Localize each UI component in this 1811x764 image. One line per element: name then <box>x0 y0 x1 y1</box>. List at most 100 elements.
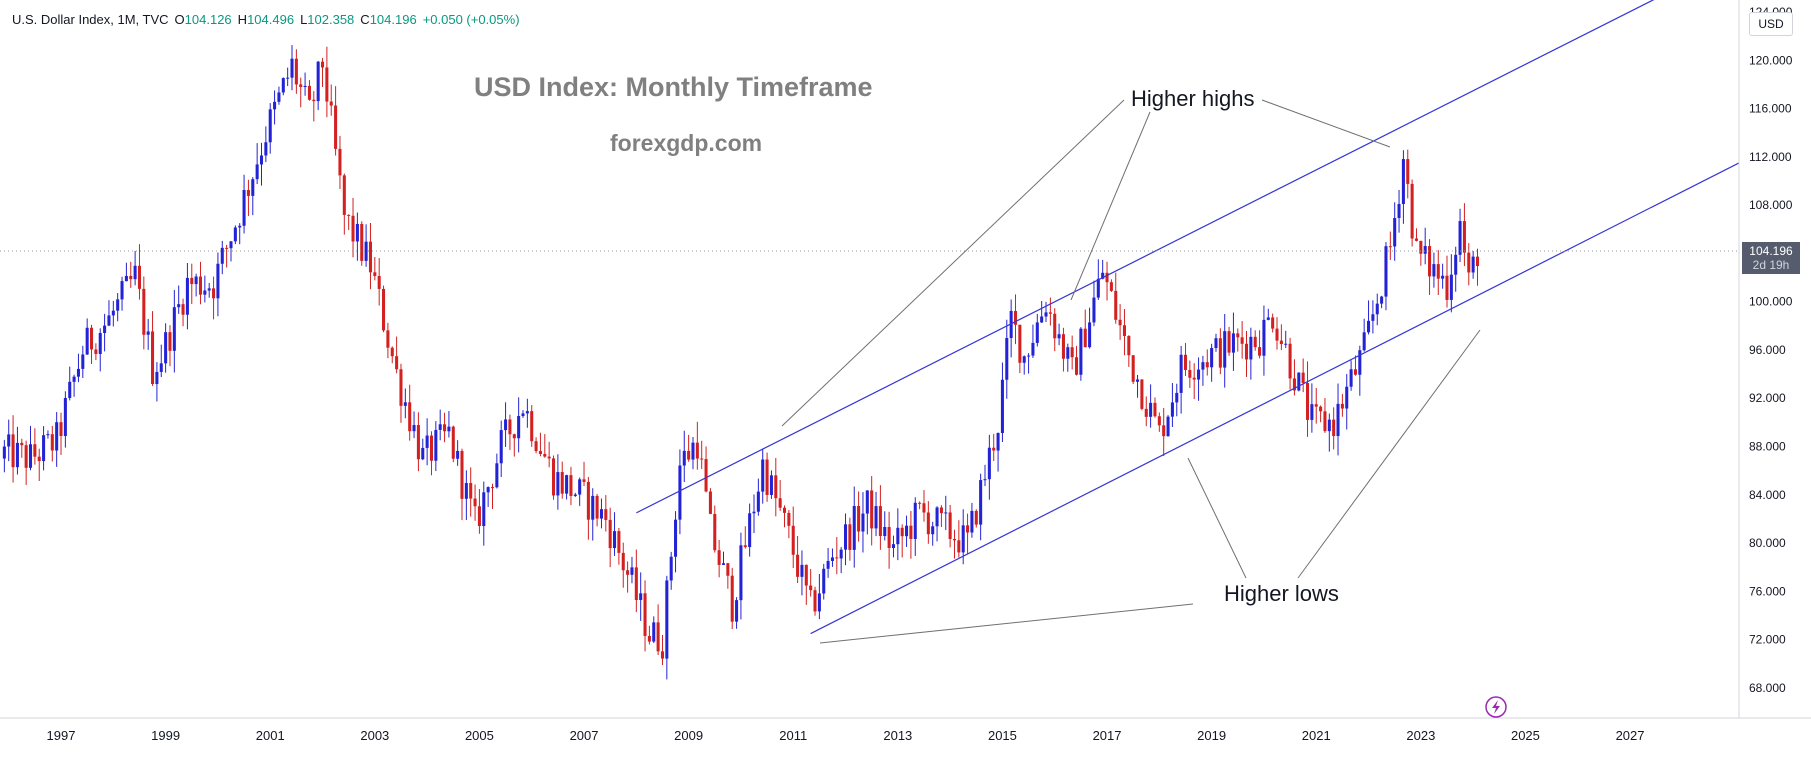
candle <box>1157 412 1161 432</box>
x-tick-label: 2025 <box>1511 728 1540 743</box>
candle <box>870 476 874 546</box>
candle <box>259 142 264 186</box>
candle <box>1441 263 1445 289</box>
candle <box>107 300 111 327</box>
candle <box>1044 301 1048 323</box>
candle <box>769 470 773 499</box>
candle <box>307 80 311 101</box>
candle <box>573 492 577 497</box>
candle <box>691 437 695 470</box>
candle <box>1083 309 1087 348</box>
currency-button[interactable]: USD <box>1749 12 1793 36</box>
candle <box>852 486 856 568</box>
candle <box>578 477 582 506</box>
candle <box>1140 379 1144 411</box>
candle <box>1101 259 1105 280</box>
candle <box>1454 246 1458 292</box>
candle <box>551 455 556 500</box>
candle <box>111 300 115 327</box>
candle <box>844 513 848 566</box>
candle <box>1223 313 1227 388</box>
candle <box>700 440 704 469</box>
candle <box>1288 337 1292 390</box>
candle <box>730 567 734 630</box>
candle <box>28 425 33 471</box>
candle <box>1179 346 1183 414</box>
candle <box>735 597 739 629</box>
y-tick-label: 120.000 <box>1749 53 1793 67</box>
candle <box>1127 335 1131 367</box>
candle <box>1009 299 1013 358</box>
lightning-icon[interactable] <box>1485 696 1507 718</box>
candle <box>1122 309 1126 356</box>
candle <box>207 283 211 298</box>
time-axis[interactable]: 1997 1999 2001 2003 2005 2007 2009 2011 2013 2015… <box>47 728 1645 743</box>
candle <box>530 405 534 447</box>
x-tick-label: 2009 <box>674 728 703 743</box>
candle <box>1336 383 1340 456</box>
candle <box>408 384 412 441</box>
candle <box>477 489 481 534</box>
x-tick-label: 1999 <box>151 728 180 743</box>
upper-channel-line[interactable] <box>636 0 1713 514</box>
candle <box>582 461 586 487</box>
low-label: L <box>300 12 308 27</box>
candle <box>1057 323 1061 346</box>
candle <box>198 261 203 305</box>
candle <box>778 479 782 511</box>
candle <box>1040 301 1044 323</box>
candle <box>787 509 791 539</box>
candle <box>203 275 207 303</box>
candle <box>665 575 669 680</box>
candle <box>342 173 346 235</box>
candle <box>1345 374 1349 430</box>
candle <box>591 488 595 541</box>
candle <box>373 257 377 281</box>
price-axis[interactable]: 68.000 72.000 76.000 80.000 84.000 88.000 92.0… <box>1749 5 1793 695</box>
candle <box>438 409 442 441</box>
candle <box>944 495 948 531</box>
candle <box>678 449 682 535</box>
candle <box>987 434 991 500</box>
y-tick-label: 72.000 <box>1749 633 1786 647</box>
candle <box>752 494 756 534</box>
candle <box>120 276 124 311</box>
lower-channel-line[interactable] <box>810 162 1740 635</box>
candle <box>338 135 342 189</box>
candle <box>46 430 50 439</box>
y-tick-label: 76.000 <box>1749 584 1786 598</box>
change-value: +0.050 (+0.05%) <box>422 12 520 27</box>
candle <box>377 258 381 306</box>
candle <box>1319 405 1323 423</box>
candle <box>1406 149 1410 199</box>
candle <box>1358 345 1362 396</box>
candle <box>495 453 499 489</box>
candle <box>294 49 298 94</box>
candle <box>848 517 852 561</box>
candle <box>181 298 185 327</box>
candle <box>604 495 608 532</box>
candle <box>822 563 826 600</box>
candle <box>1380 295 1384 309</box>
close-value: 104.196 <box>369 12 417 27</box>
x-tick-label: 2019 <box>1197 728 1226 743</box>
candle <box>129 261 133 288</box>
last-price-value: 104.196 <box>1749 244 1793 259</box>
candle <box>50 425 54 462</box>
candle <box>42 426 46 471</box>
candle <box>626 561 630 593</box>
candle <box>695 421 699 470</box>
candle <box>713 505 717 553</box>
candle <box>1436 250 1440 296</box>
y-tick-label: 80.000 <box>1749 536 1786 550</box>
candle <box>1423 227 1427 265</box>
candle <box>2 439 6 473</box>
candle <box>434 421 438 472</box>
candle <box>774 457 778 517</box>
candle <box>334 86 338 156</box>
candle <box>1066 343 1070 372</box>
x-tick-label: 2021 <box>1302 728 1331 743</box>
candle <box>1053 308 1057 352</box>
